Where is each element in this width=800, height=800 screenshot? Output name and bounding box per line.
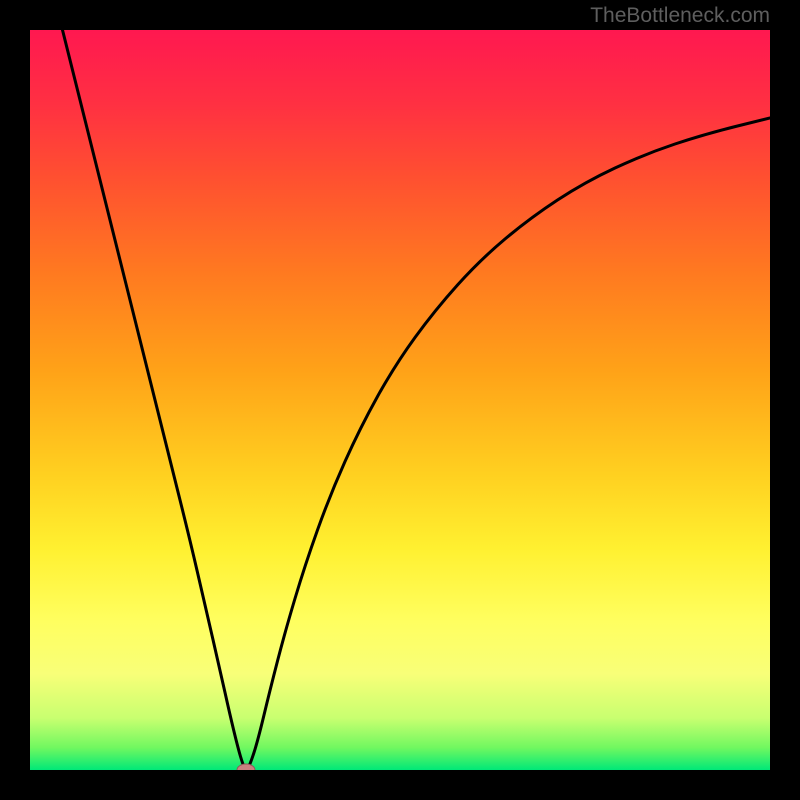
plot-area (30, 30, 770, 770)
watermark-label: TheBottleneck.com (590, 4, 770, 28)
gradient-background (30, 30, 770, 770)
